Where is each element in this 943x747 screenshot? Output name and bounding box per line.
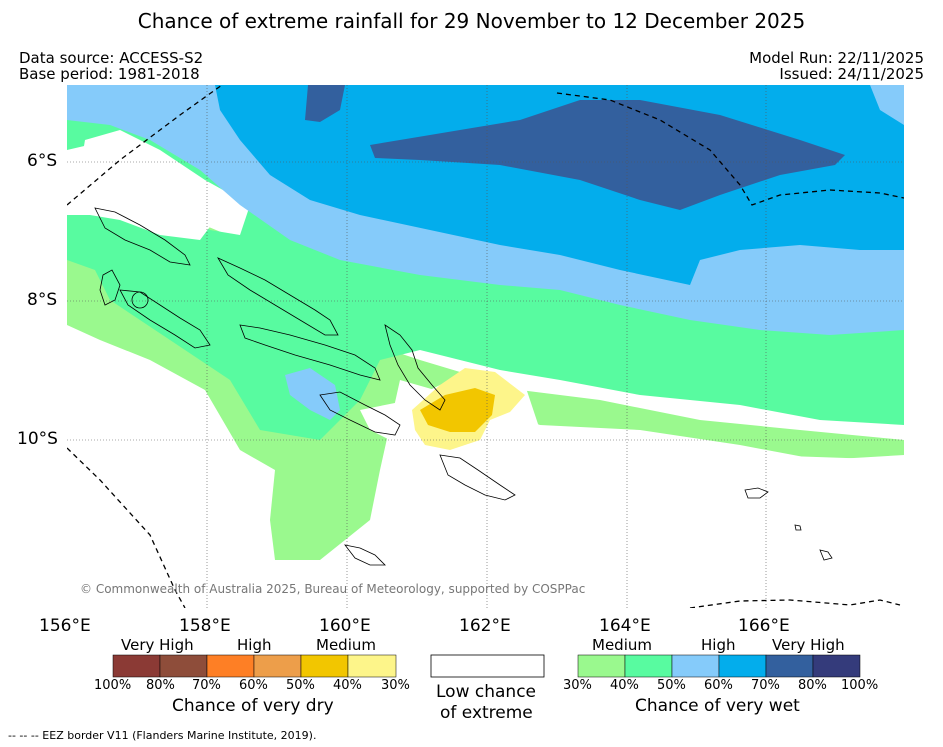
copyright-notice: © Commonwealth of Australia 2025, Bureau… — [80, 582, 586, 596]
dry-tick-60: 60% — [239, 678, 268, 693]
lon-label-158e: 158°E — [179, 616, 231, 636]
legend-low-swatch — [430, 654, 545, 678]
wet-swatch-6 — [812, 654, 861, 678]
base-period: Base period: 1981-2018 — [19, 65, 200, 83]
wet-swatch-1 — [577, 654, 626, 678]
dry-cat-very-high: Very High — [121, 636, 194, 654]
lon-label-156e: 156°E — [39, 616, 91, 636]
eez-footnote: -- -- -- EEZ border V11 (Flanders Marine… — [8, 729, 317, 742]
dry-swatch-6 — [347, 654, 397, 678]
meta-right: Model Run: 22/11/2025 Issued: 24/11/2025 — [749, 50, 924, 82]
dry-swatch-3 — [206, 654, 255, 678]
wet-swatch-2 — [624, 654, 673, 678]
lon-label-166e: 166°E — [738, 616, 790, 636]
wet-tick-40: 40% — [610, 678, 639, 693]
wet-cat-high: High — [701, 636, 736, 654]
eez-borders — [67, 85, 904, 608]
graticule — [67, 85, 904, 608]
lon-label-164e: 164°E — [599, 616, 651, 636]
dry-swatch-2 — [159, 654, 208, 678]
map-title: Chance of extreme rainfall for 29 Novemb… — [137, 9, 806, 33]
field-wet-30-40 — [67, 195, 904, 560]
low-chance-patch-west — [67, 140, 215, 240]
dry-tick-70: 70% — [192, 678, 221, 693]
issued-date: Issued: 24/11/2025 — [779, 65, 924, 83]
dry-cat-medium: Medium — [316, 636, 376, 654]
meta-left: Data source: ACCESS-S2 Base period: 1981… — [19, 50, 203, 82]
field-wet-50-60-patch — [285, 368, 340, 420]
field-wet-70-80 — [305, 85, 845, 210]
wet-tick-50: 50% — [657, 678, 686, 693]
legend-dry-bar — [112, 654, 397, 678]
lon-label-160e: 160°E — [319, 616, 371, 636]
wet-swatch-5 — [765, 654, 814, 678]
legend-low-title-1: Low chance — [436, 682, 536, 702]
lon-label-162e: 162°E — [459, 616, 511, 636]
wet-tick-80: 80% — [798, 678, 827, 693]
lat-label-8s: 8°S — [27, 290, 58, 310]
dry-tick-40: 40% — [333, 678, 362, 693]
data-source: Data source: ACCESS-S2 — [19, 49, 204, 67]
dry-cat-high: High — [237, 636, 272, 654]
legend-low-title-2: of extreme — [440, 703, 533, 723]
coastlines — [94, 207, 833, 566]
dry-tick-80: 80% — [146, 678, 175, 693]
dry-tick-30: 30% — [381, 678, 410, 693]
wet-tick-60: 60% — [704, 678, 733, 693]
wet-swatch-4 — [718, 654, 767, 678]
dry-swatch-4 — [253, 654, 302, 678]
dry-tick-50: 50% — [286, 678, 315, 693]
map-fields — [67, 85, 904, 608]
wet-tick-70: 70% — [751, 678, 780, 693]
wet-cat-medium: Medium — [592, 636, 652, 654]
legend-wet-title: Chance of very wet — [635, 696, 800, 716]
lat-label-10s: 10°S — [17, 429, 58, 449]
model-run: Model Run: 22/11/2025 — [749, 49, 924, 67]
wet-tick-30: 30% — [563, 678, 592, 693]
wet-tick-100: 100% — [841, 678, 879, 693]
dry-swatch-1 — [112, 654, 161, 678]
lat-label-6s: 6°S — [27, 151, 58, 171]
wet-swatch-3 — [671, 654, 720, 678]
dry-tick-100: 100% — [94, 678, 132, 693]
wet-cat-very-high: Very High — [772, 636, 845, 654]
legend-wet-bar — [577, 654, 861, 678]
dry-swatch-5 — [300, 654, 349, 678]
field-dry-40-50 — [420, 388, 495, 432]
legend-dry-title: Chance of very dry — [172, 696, 334, 716]
